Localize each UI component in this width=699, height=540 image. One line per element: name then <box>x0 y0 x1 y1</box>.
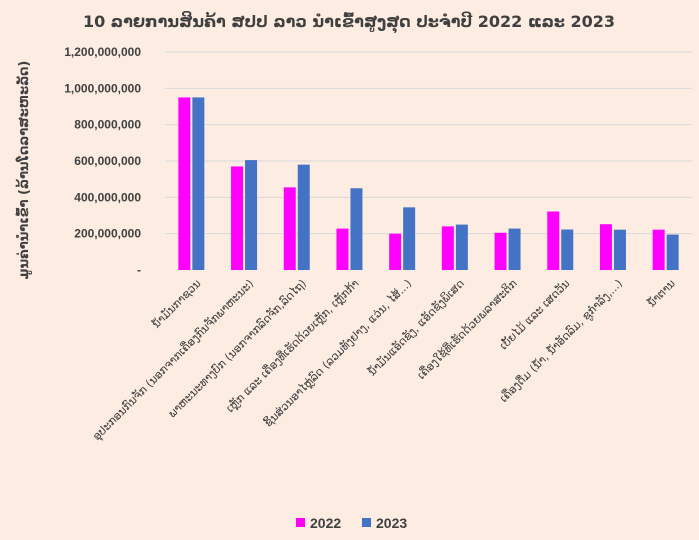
bars <box>178 97 679 271</box>
y-axis-ticks: - 200,000,000 400,000,000 600,000,000 800,00… <box>64 45 141 277</box>
bar-2022-2 <box>283 187 296 270</box>
x-tick-label: ນໍ້າຕານ <box>645 277 678 310</box>
bar-2022-7 <box>547 211 560 270</box>
legend-label: 2022 <box>310 515 341 531</box>
legend-swatch-2023 <box>362 518 371 527</box>
x-tick-label: ນໍ້າມັນແອັດຊັງ, ແອັດຊັງພິເສດ <box>365 277 467 379</box>
bar-2023-3 <box>350 188 363 270</box>
x-tick-label: ນໍ້າມັນກາຊວນ <box>150 277 204 331</box>
bar-2023-0 <box>192 97 205 271</box>
bar-2023-1 <box>245 160 258 270</box>
x-tick-label: ເຄື່ອງໃຊ້ທີ່ເຮັດດ້ວຍພລາສະຕິກ <box>415 277 520 382</box>
y-tick-label: - <box>137 263 141 277</box>
y-axis-title: ມູນຄ່ານໍາເຂົ້າ (ລ້ານໂດລາສະຫະລັດ) <box>16 61 32 280</box>
bar-2022-1 <box>231 166 244 270</box>
bar-2022-0 <box>178 97 191 271</box>
bar-2023-8 <box>613 229 626 270</box>
bar-2023-6 <box>508 228 521 270</box>
legend-label: 2023 <box>376 515 407 531</box>
bar-2023-2 <box>297 164 310 270</box>
bar-2023-4 <box>403 207 416 270</box>
y-tick-label: 600,000,000 <box>74 154 141 168</box>
bar-2022-3 <box>336 228 349 270</box>
bar-2022-5 <box>441 226 454 270</box>
gridlines <box>165 51 692 235</box>
y-tick-label: 1,200,000,000 <box>64 45 141 59</box>
bar-2022-6 <box>494 232 507 270</box>
bar-2023-5 <box>455 224 468 270</box>
y-tick-label: 800,000,000 <box>74 118 141 132</box>
chart-title: 10 ລາຍການສິນຄ້າ ສປປ ລາວ ນໍາເຂົ້າສູງສຸດ ປ… <box>83 11 615 34</box>
bar-2023-9 <box>666 234 679 270</box>
bar-2022-9 <box>652 229 665 270</box>
bar-2022-8 <box>599 224 612 270</box>
bar-2022-4 <box>389 233 402 270</box>
legend: 2022 2023 <box>296 515 407 531</box>
y-tick-label: 200,000,000 <box>74 227 141 241</box>
y-tick-label: 1,000,000,000 <box>64 81 141 95</box>
bar-2023-7 <box>561 229 574 270</box>
legend-swatch-2022 <box>296 518 305 527</box>
y-tick-label: 400,000,000 <box>74 190 141 204</box>
